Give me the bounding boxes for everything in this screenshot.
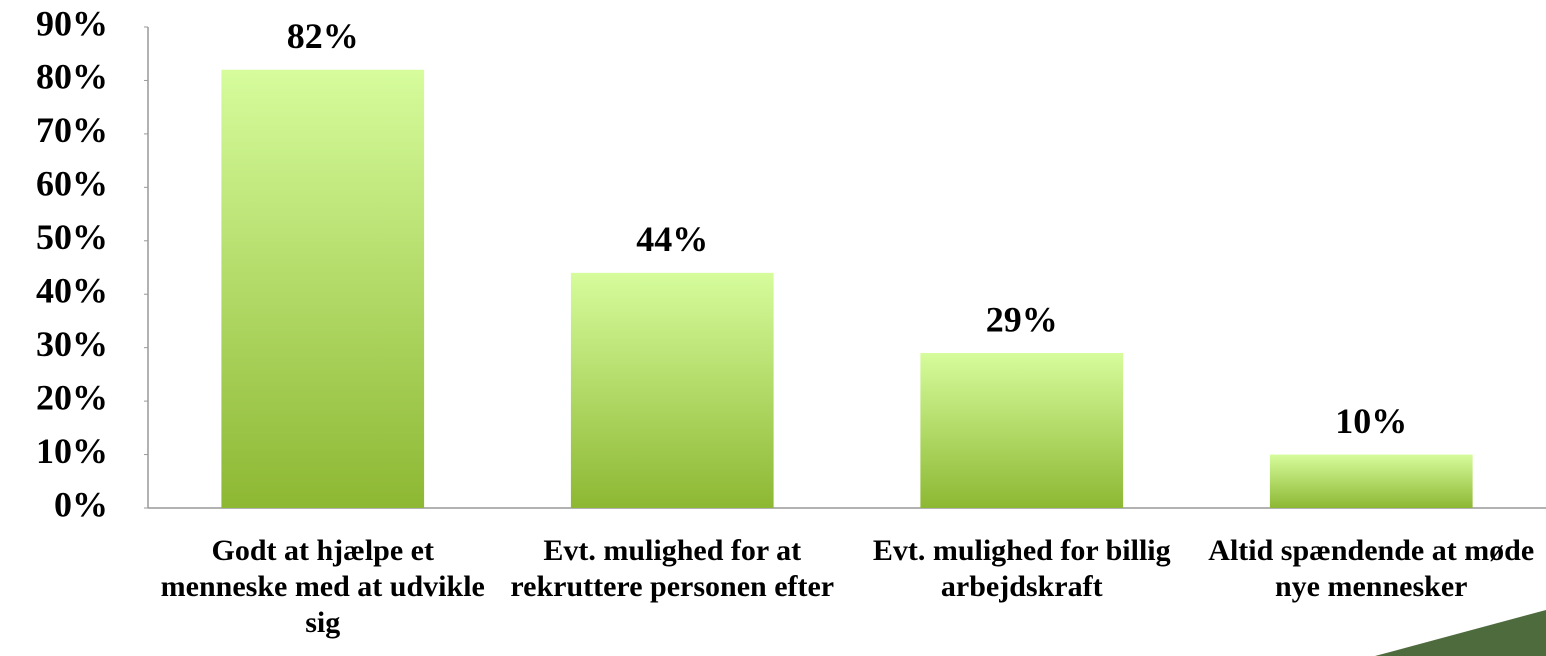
x-tick-label-box: Evt. mulighed for at rekruttere personen… [510, 534, 835, 603]
y-tick-label: 0% [54, 484, 108, 524]
bar [221, 69, 425, 508]
data-label: 44% [636, 219, 708, 259]
bar [570, 272, 774, 508]
x-tick-label: Altid spændende at møde nye mennesker [1208, 534, 1535, 603]
x-tick-label: Godt at hjælpe et menneske med at udvikl… [160, 534, 485, 639]
y-tick-label: 90% [36, 3, 108, 43]
y-tick-label: 10% [36, 431, 108, 471]
bar [1269, 454, 1473, 508]
x-tick-label-box: Altid spændende at møde nye mennesker [1208, 534, 1535, 603]
y-tick-label: 70% [36, 110, 108, 150]
y-tick-label: 80% [36, 57, 108, 97]
y-tick-label: 20% [36, 377, 108, 417]
x-tick-label: Evt. mulighed for billig arbejdskraft [872, 534, 1171, 603]
y-tick-label: 30% [36, 324, 108, 364]
y-tick-label: 60% [36, 164, 108, 204]
data-label: 10% [1335, 401, 1407, 441]
decoration [1375, 610, 1546, 656]
data-label: 29% [986, 299, 1058, 339]
y-tick-label: 40% [36, 270, 108, 310]
bar [920, 353, 1124, 508]
data-label: 82% [287, 16, 359, 56]
x-tick-label-box: Evt. mulighed for billig arbejdskraft [872, 534, 1171, 603]
x-tick-label-box: Godt at hjælpe et menneske med at udvikl… [160, 534, 485, 639]
y-tick-label: 50% [36, 217, 108, 257]
x-tick-label: Evt. mulighed for at rekruttere personen… [510, 534, 835, 603]
